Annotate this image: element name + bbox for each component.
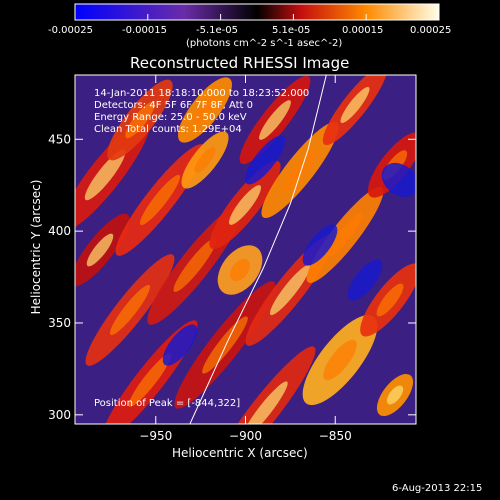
colorbar-tick-label-2: -5.1e-05 [196, 25, 238, 36]
colorbar-gradient [74, 3, 440, 21]
colorbar-unit-label: (photons cm^-2 s^-1 asec^-2) [186, 38, 343, 49]
emission-core [386, 385, 404, 405]
annotation-clean-counts: Clean Total counts: 1.29E+04 [94, 124, 242, 135]
y-tick-label: 450 [48, 132, 71, 146]
y-tick-label: 400 [48, 224, 71, 238]
emission-core [125, 101, 155, 139]
emission-core [173, 238, 217, 292]
x-axis-label: Heliocentric X (arcsec) [172, 446, 308, 460]
y-tick-label: 350 [48, 316, 71, 330]
colorbar-tick-label-3: 5.1e-05 [272, 25, 311, 36]
annotation-peak-position: Position of Peak = [-844,322] [94, 398, 241, 409]
emission-core [202, 316, 248, 374]
x-tick-label: −900 [229, 429, 262, 443]
emission-core [86, 233, 114, 267]
emission-core [242, 381, 288, 424]
emission-core [194, 147, 216, 173]
x-tick-label: −950 [139, 429, 172, 443]
negative-region [302, 224, 338, 266]
colorbar-tick-label-0: -0.00025 [48, 25, 93, 36]
chart-title: Reconstructed RHESSI Image [130, 54, 350, 72]
solar-limb-line [189, 75, 327, 424]
emission-core [84, 149, 126, 201]
negative-region [244, 135, 286, 185]
emission-core [269, 264, 311, 316]
colorbar-tick-label-1: -0.00015 [122, 25, 167, 36]
footer-date: 6-Aug-2013 22:15 [392, 483, 483, 494]
emission-core [229, 258, 251, 282]
annotation-energy: Energy Range: 25.0 - 50.0 keV [94, 112, 247, 123]
colorbar [74, 3, 440, 21]
emission-core [139, 174, 181, 226]
emission-core [282, 148, 318, 192]
colorbar-tick-label-5: 0.00025 [410, 25, 452, 36]
y-tick-label: 300 [48, 408, 71, 422]
colorbar-tick-label-4: 0.00015 [342, 25, 384, 36]
negative-region [162, 324, 198, 366]
negative-region [381, 162, 416, 198]
annotation-detectors: Detectors: 4F 5F 6F 7F 8F, Att 0 [94, 100, 254, 111]
annotation-time-range: 14-Jan-2011 18:18:10.000 to 18:23:52.000 [94, 88, 310, 99]
emission-core [340, 86, 370, 124]
emission-core [376, 283, 404, 317]
emission-core [192, 95, 218, 125]
y-axis-label: Heliocentric Y (arcsec) [29, 179, 43, 315]
negative-region [347, 259, 383, 301]
emission-core [323, 339, 357, 381]
x-tick-label: −850 [319, 429, 352, 443]
emission-core [109, 284, 151, 336]
emission-core [128, 353, 172, 407]
emission-core [259, 100, 291, 140]
emission-core [228, 185, 262, 225]
emission-core [327, 213, 363, 257]
